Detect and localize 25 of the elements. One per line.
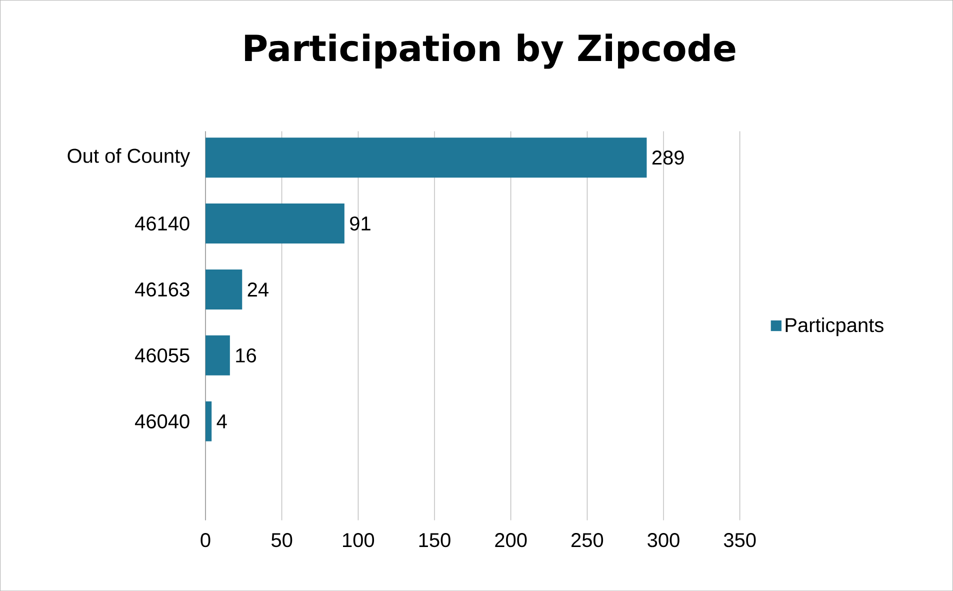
x-tick-label: 100: [343, 532, 374, 548]
bar: [205, 335, 230, 376]
chart-title: Participation by Zipcode: [245, 34, 736, 69]
data-label: 24: [248, 282, 268, 296]
bar: [205, 401, 212, 442]
y-tick-label: 46163: [135, 282, 190, 296]
data-label: 4: [216, 414, 227, 428]
bar: [205, 269, 242, 310]
data-label: 91: [350, 216, 370, 230]
bar: [205, 203, 344, 244]
y-tick-label: Out of County: [68, 148, 190, 167]
y-tick-label: 46140: [135, 216, 190, 230]
x-tick-label: 150: [419, 532, 450, 548]
data-label: 16: [236, 348, 256, 362]
x-tick-label: 0: [200, 532, 210, 548]
bar: [205, 137, 647, 178]
x-tick-label: 250: [572, 532, 604, 548]
y-tick-label: 46040: [135, 414, 190, 428]
x-tick-label: 200: [495, 532, 527, 548]
x-tick-label: 300: [648, 532, 680, 548]
y-tick-label: 46055: [135, 348, 190, 362]
legend-label: Particpants: [786, 317, 884, 336]
data-label: 289: [652, 150, 684, 165]
x-tick-label: 350: [724, 532, 756, 548]
x-tick-label: 50: [272, 532, 292, 548]
